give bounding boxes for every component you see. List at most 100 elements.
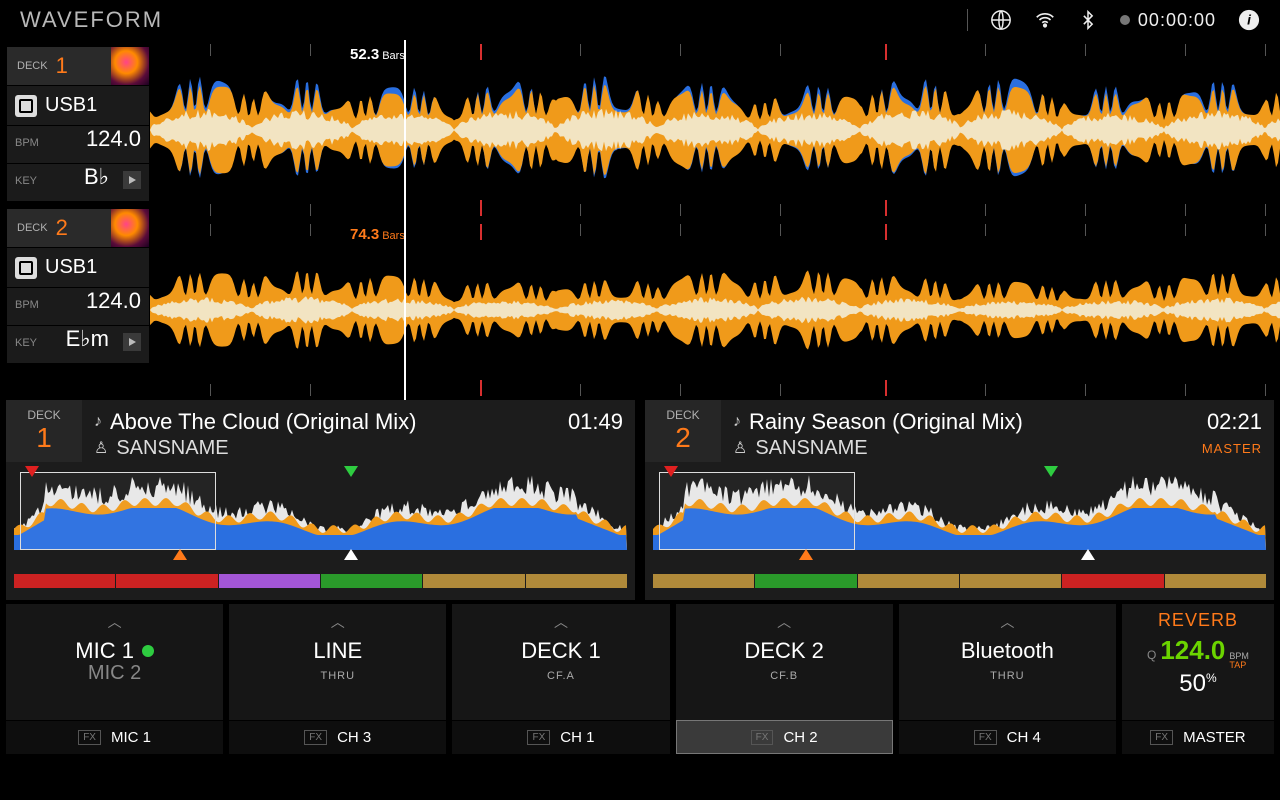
bluetooth-icon[interactable] — [1078, 9, 1098, 31]
mixer-mic[interactable]: ︿ MIC 1 MIC 2 FXMIC 1 — [6, 604, 223, 754]
mixer-ch1[interactable]: ︿ DECK 1 CF.A FXCH 1 — [452, 604, 669, 754]
ch3-sub: THRU — [321, 670, 356, 682]
hotcue[interactable] — [321, 574, 422, 588]
ch2-label: DECK 2 — [744, 638, 823, 664]
fx-bpm: 124.0 — [1160, 635, 1225, 666]
wifi-icon[interactable] — [1034, 9, 1056, 31]
mixer-ch3[interactable]: ︿ LINE THRU FXCH 3 — [229, 604, 446, 754]
track2-master: MASTER — [1202, 441, 1262, 456]
ch4-sub: THRU — [990, 670, 1025, 682]
track1-time: 01:49 — [568, 409, 623, 435]
header-separator — [967, 9, 968, 31]
playhead[interactable] — [404, 220, 406, 400]
deck2-header[interactable]: DECK 2 — [7, 209, 149, 247]
track2-panel: DECK 2 Rainy Season (Original Mix) 02:21… — [645, 400, 1274, 600]
deck1-panel: DECK 1 USB1 BPM 124.0 KEY B♭ — [6, 46, 150, 202]
track1-deck-badge[interactable]: DECK 1 — [6, 400, 82, 462]
tap-button[interactable]: TAP — [1229, 661, 1249, 670]
track2-title: Rainy Season (Original Mix) — [749, 409, 1023, 435]
ch3-label: LINE — [313, 638, 362, 664]
hotcue[interactable] — [423, 574, 524, 588]
track1-overview[interactable] — [14, 466, 627, 574]
ch2-sub: CF.B — [770, 670, 798, 682]
fx-ch1[interactable]: FXCH 1 — [452, 720, 669, 754]
hotcue[interactable] — [14, 574, 115, 588]
fx-ch4[interactable]: FXCH 4 — [899, 720, 1116, 754]
hotcue[interactable] — [1165, 574, 1266, 588]
hotcue[interactable] — [858, 574, 959, 588]
ch1-label: DECK 1 — [521, 638, 600, 664]
playhead[interactable] — [404, 40, 406, 220]
deck2-number: 2 — [56, 215, 68, 241]
bpm-label: BPM — [15, 137, 39, 149]
usb-icon — [15, 257, 37, 279]
quantize-label: Q — [1147, 648, 1156, 662]
globe-icon[interactable] — [990, 9, 1012, 31]
chevron-up-icon[interactable]: ︿ — [554, 612, 568, 632]
fx-depth: 50% — [1179, 670, 1216, 698]
chevron-up-icon[interactable]: ︿ — [1000, 612, 1014, 632]
hotcue[interactable] — [755, 574, 856, 588]
deck1-label: DECK — [7, 60, 48, 72]
key-label: KEY — [15, 175, 37, 187]
mic1-label: MIC 1 — [75, 638, 134, 664]
person-icon — [94, 438, 108, 458]
track1-panel: DECK 1 Above The Cloud (Original Mix) 01… — [6, 400, 635, 600]
deck1-source: USB1 — [45, 94, 97, 117]
track2-hotcues[interactable] — [653, 574, 1266, 588]
track1-artist: SANSNAME — [116, 437, 228, 460]
deck1-artwork[interactable] — [111, 47, 149, 85]
hotcue[interactable] — [653, 574, 754, 588]
fx-mic[interactable]: FXMIC 1 — [6, 720, 223, 754]
info-icon[interactable]: i — [1238, 9, 1260, 31]
hotcue[interactable] — [960, 574, 1061, 588]
record-dot-icon — [1120, 15, 1130, 25]
usb-icon — [15, 95, 37, 117]
deck2-source-row[interactable]: USB1 — [7, 247, 149, 287]
deck2-key-play[interactable] — [123, 333, 141, 351]
track2-deck-badge[interactable]: DECK 2 — [645, 400, 721, 462]
bpm-label: BPM — [15, 299, 39, 311]
hotcue[interactable] — [1062, 574, 1163, 588]
header-bar: WAVEFORM 00:00:00 i — [0, 0, 1280, 40]
note-icon — [733, 413, 741, 431]
deck1-source-row[interactable]: USB1 — [7, 85, 149, 125]
page-title: WAVEFORM — [20, 7, 163, 33]
mixer-ch2[interactable]: ︿ DECK 2 CF.B FXCH 2 — [676, 604, 893, 754]
hotcue[interactable] — [219, 574, 320, 588]
chevron-up-icon[interactable]: ︿ — [777, 612, 791, 632]
deck1-key-play[interactable] — [123, 171, 141, 189]
track2-overview[interactable] — [653, 466, 1266, 574]
mic-active-dot — [142, 645, 154, 657]
record-time: 00:00:00 — [1138, 10, 1216, 31]
deck1-key: B♭ — [84, 164, 109, 190]
fx-master-row[interactable]: FXMASTER — [1122, 720, 1274, 754]
ch1-sub: CF.A — [547, 670, 575, 682]
deck1-number: 1 — [56, 53, 68, 79]
deck1-bpm-row: BPM 124.0 — [7, 125, 149, 163]
track1-hotcues[interactable] — [14, 574, 627, 588]
key-label: KEY — [15, 337, 37, 349]
deck2-panel: DECK 2 USB1 BPM 124.0 KEY E♭m — [6, 208, 150, 364]
deck2-bpm: 124.0 — [86, 288, 141, 314]
track1-title: Above The Cloud (Original Mix) — [110, 409, 417, 435]
deck1-key-row: KEY B♭ — [7, 163, 149, 201]
mixer-fx-master[interactable]: REVERB Q 124.0 BPM TAP 50% FXMASTER — [1122, 604, 1274, 754]
deck2-bpm-row: BPM 124.0 — [7, 287, 149, 325]
mixer-ch4[interactable]: ︿ Bluetooth THRU FXCH 4 — [899, 604, 1116, 754]
chevron-up-icon[interactable]: ︿ — [108, 612, 122, 632]
record-timer[interactable]: 00:00:00 — [1120, 10, 1216, 31]
deck2-source: USB1 — [45, 256, 97, 279]
deck2-waveform[interactable]: 74.3Bars — [150, 220, 1280, 400]
deck2-key-row: KEY E♭m — [7, 325, 149, 363]
hotcue[interactable] — [526, 574, 627, 588]
fx-ch2[interactable]: FXCH 2 — [676, 720, 893, 754]
deck1-waveform[interactable]: 52.3Bars — [150, 40, 1280, 220]
hotcue[interactable] — [116, 574, 217, 588]
fx-ch3[interactable]: FXCH 3 — [229, 720, 446, 754]
chevron-up-icon[interactable]: ︿ — [331, 612, 345, 632]
track2-time: 02:21 — [1207, 409, 1262, 435]
deck1-header[interactable]: DECK 1 — [7, 47, 149, 85]
deck2-artwork[interactable] — [111, 209, 149, 247]
track2-artist: SANSNAME — [755, 437, 867, 460]
